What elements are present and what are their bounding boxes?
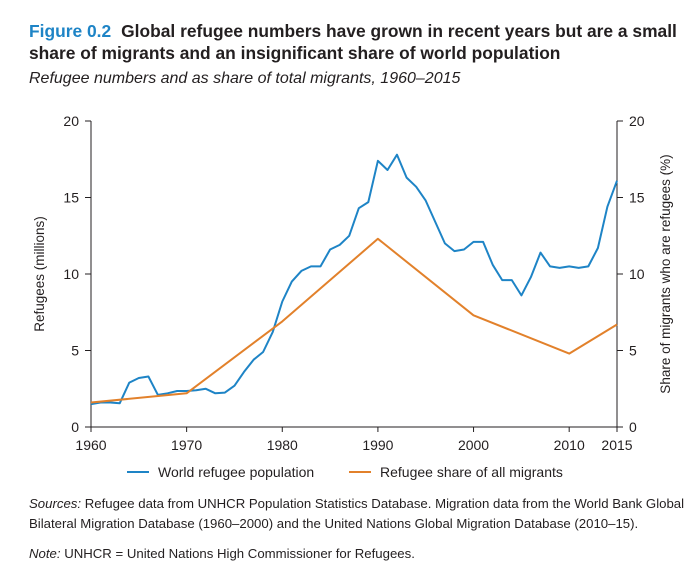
x-tick-label: 1990: [362, 437, 393, 453]
sources-note: Sources: Refugee data from UNHCR Populat…: [29, 494, 689, 534]
y2-tick-label: 0: [629, 419, 637, 435]
sources-text: Refugee data from UNHCR Population Stati…: [29, 496, 685, 531]
y2-tick-label: 10: [629, 266, 645, 282]
figure-label: Figure 0.2: [29, 21, 112, 41]
y-tick-label: 20: [63, 113, 79, 129]
series-line-1: [90, 237, 618, 404]
y2-tick-label: 5: [629, 343, 637, 359]
x-tick-label: 1980: [267, 437, 298, 453]
y-tick-label: 10: [63, 266, 79, 282]
y2-tick-label: 15: [629, 190, 645, 206]
x-tick-label: 1970: [171, 437, 202, 453]
abbreviation-note: Note: UNHCR = United Nations High Commis…: [29, 544, 689, 564]
y-axis-title: Refugees (millions): [32, 216, 47, 332]
figure-notes: Sources: Refugee data from UNHCR Populat…: [29, 494, 689, 564]
y2-tick-label: 20: [629, 113, 645, 129]
y2-axis-title: Share of migrants who are refugees (%): [658, 154, 673, 393]
x-tick-label: 2000: [458, 437, 489, 453]
x-tick-label: 1960: [75, 437, 106, 453]
legend-label-0: World refugee population: [158, 464, 314, 480]
series-line-0: [90, 153, 618, 406]
x-tick-label: 2010: [554, 437, 585, 453]
figure-header: Figure 0.2 Global refugee numbers have gr…: [29, 20, 679, 89]
figure-title: Figure 0.2 Global refugee numbers have gr…: [29, 20, 679, 64]
legend-label-1: Refugee share of all migrants: [380, 464, 563, 480]
x-tick-label: 2015: [601, 437, 632, 453]
sources-label: Sources:: [29, 496, 82, 511]
figure-subtitle: Refugee numbers and as share of total mi…: [29, 70, 461, 87]
note-label: Note:: [29, 546, 61, 561]
y-tick-label: 0: [71, 419, 79, 435]
figure-title-text: Global refugee numbers have grown in rec…: [29, 21, 677, 63]
y-tick-label: 5: [71, 343, 79, 359]
note-text: UNHCR = United Nations High Commissioner…: [60, 546, 415, 561]
y-tick-label: 15: [63, 190, 79, 206]
